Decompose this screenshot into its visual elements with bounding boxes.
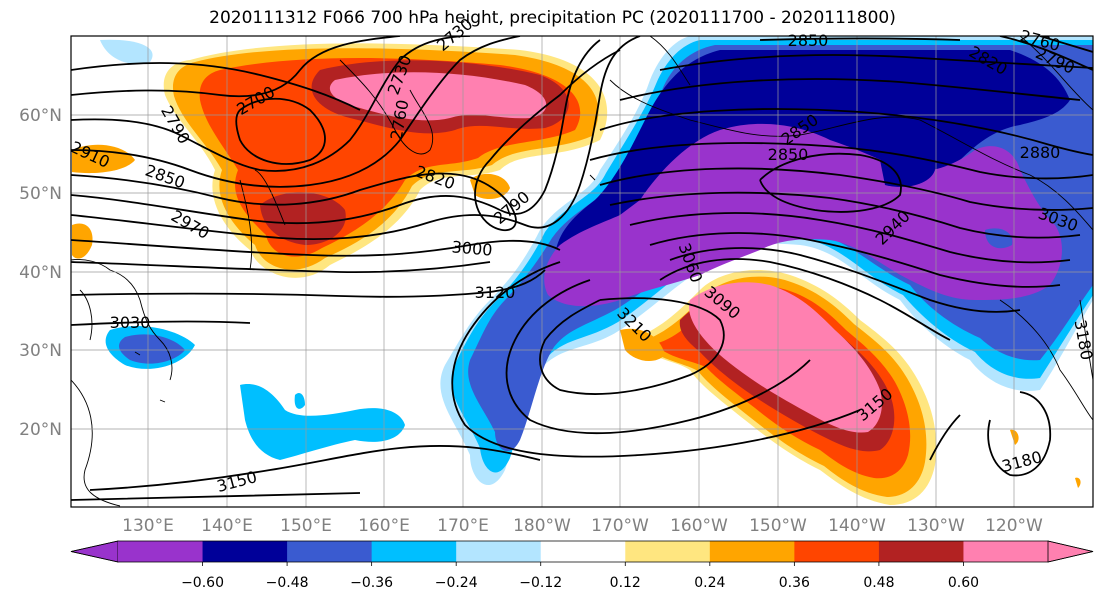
coastlines (71, 36, 1093, 507)
longitude-label: 140°E (201, 516, 253, 536)
contour-label: 2880 (1020, 143, 1061, 162)
colorbar-segment (456, 541, 542, 562)
longitude-label: 170°E (437, 516, 489, 536)
height-contours (71, 36, 1093, 501)
longitude-label: 150°E (280, 516, 332, 536)
longitude-labels: 130°E 140°E 150°E 160°E 170°E 180°W 170°W 160°W… (122, 516, 1043, 536)
colorbar-tick-label: 0.60 (948, 575, 979, 591)
colorbar-extension-low (70, 540, 119, 563)
contour-label: 2850 (143, 161, 188, 193)
longitude-label: 170°W (591, 516, 649, 536)
colorbar-tick-label: −0.36 (350, 575, 393, 591)
longitude-label: 140°W (828, 516, 886, 536)
colorbar-segment (118, 541, 204, 562)
colorbar-tick-label: 0.36 (779, 575, 810, 591)
colorbar-tick-label: 0.24 (694, 575, 725, 591)
contour-label: 2850 (788, 31, 829, 50)
colorbar (70, 540, 1094, 563)
colorbar-segment (963, 541, 1049, 562)
longitude-label: 120°W (985, 516, 1043, 536)
longitude-label: 130°E (122, 516, 174, 536)
strongest-negative-core (544, 123, 1062, 307)
colorbar-segment (709, 541, 795, 562)
latitude-label: 60°N (19, 106, 62, 126)
colorbar-segment (202, 541, 288, 562)
map-title: 2020111312 F066 700 hPa height, precipit… (209, 8, 896, 28)
colorbar-tick-label: −0.24 (435, 575, 478, 591)
colorbar-tick-label: −0.48 (266, 575, 309, 591)
colorbar-tick-label: 0.48 (863, 575, 894, 591)
longitude-label: 180°W (513, 516, 571, 536)
colorbar-segment (794, 541, 880, 562)
latitude-label: 40°N (19, 263, 62, 283)
contour-label: 3180 (1000, 447, 1044, 476)
map-frame (70, 35, 1094, 508)
colorbar-extension-high (1047, 540, 1094, 563)
colorbar-tick-label: −0.12 (519, 575, 562, 591)
contour-label: 3120 (475, 283, 516, 302)
colorbar-tick-label: −0.60 (181, 575, 224, 591)
colorbar-segment (540, 541, 626, 562)
shaded-field (72, 36, 1093, 505)
contour-label: 3150 (215, 467, 259, 496)
latitude-label: 30°N (19, 341, 62, 361)
colorbar-tick-labels: −0.60 −0.48 −0.36 −0.24 −0.12 0.12 0.24 0.36 0.4… (181, 562, 979, 591)
latitude-label: 50°N (19, 184, 62, 204)
latitude-labels: 60°N 50°N 40°N 30°N 20°N (19, 106, 62, 440)
colorbar-segment (371, 541, 457, 562)
colorbar-segment (287, 541, 373, 562)
gridlines (71, 36, 1093, 507)
longitude-label: 160°W (670, 516, 728, 536)
longitude-label: 130°W (907, 516, 965, 536)
longitude-label: 160°E (358, 516, 410, 536)
colorbar-segment (625, 541, 711, 562)
longitude-label: 150°W (749, 516, 807, 536)
contour-label: 3000 (451, 237, 493, 259)
contour-label: 3030 (110, 313, 151, 332)
latitude-label: 20°N (19, 420, 62, 440)
colorbar-segment (878, 541, 964, 562)
colorbar-tick-label: 0.12 (610, 575, 641, 591)
contour-label: 2850 (768, 145, 809, 164)
